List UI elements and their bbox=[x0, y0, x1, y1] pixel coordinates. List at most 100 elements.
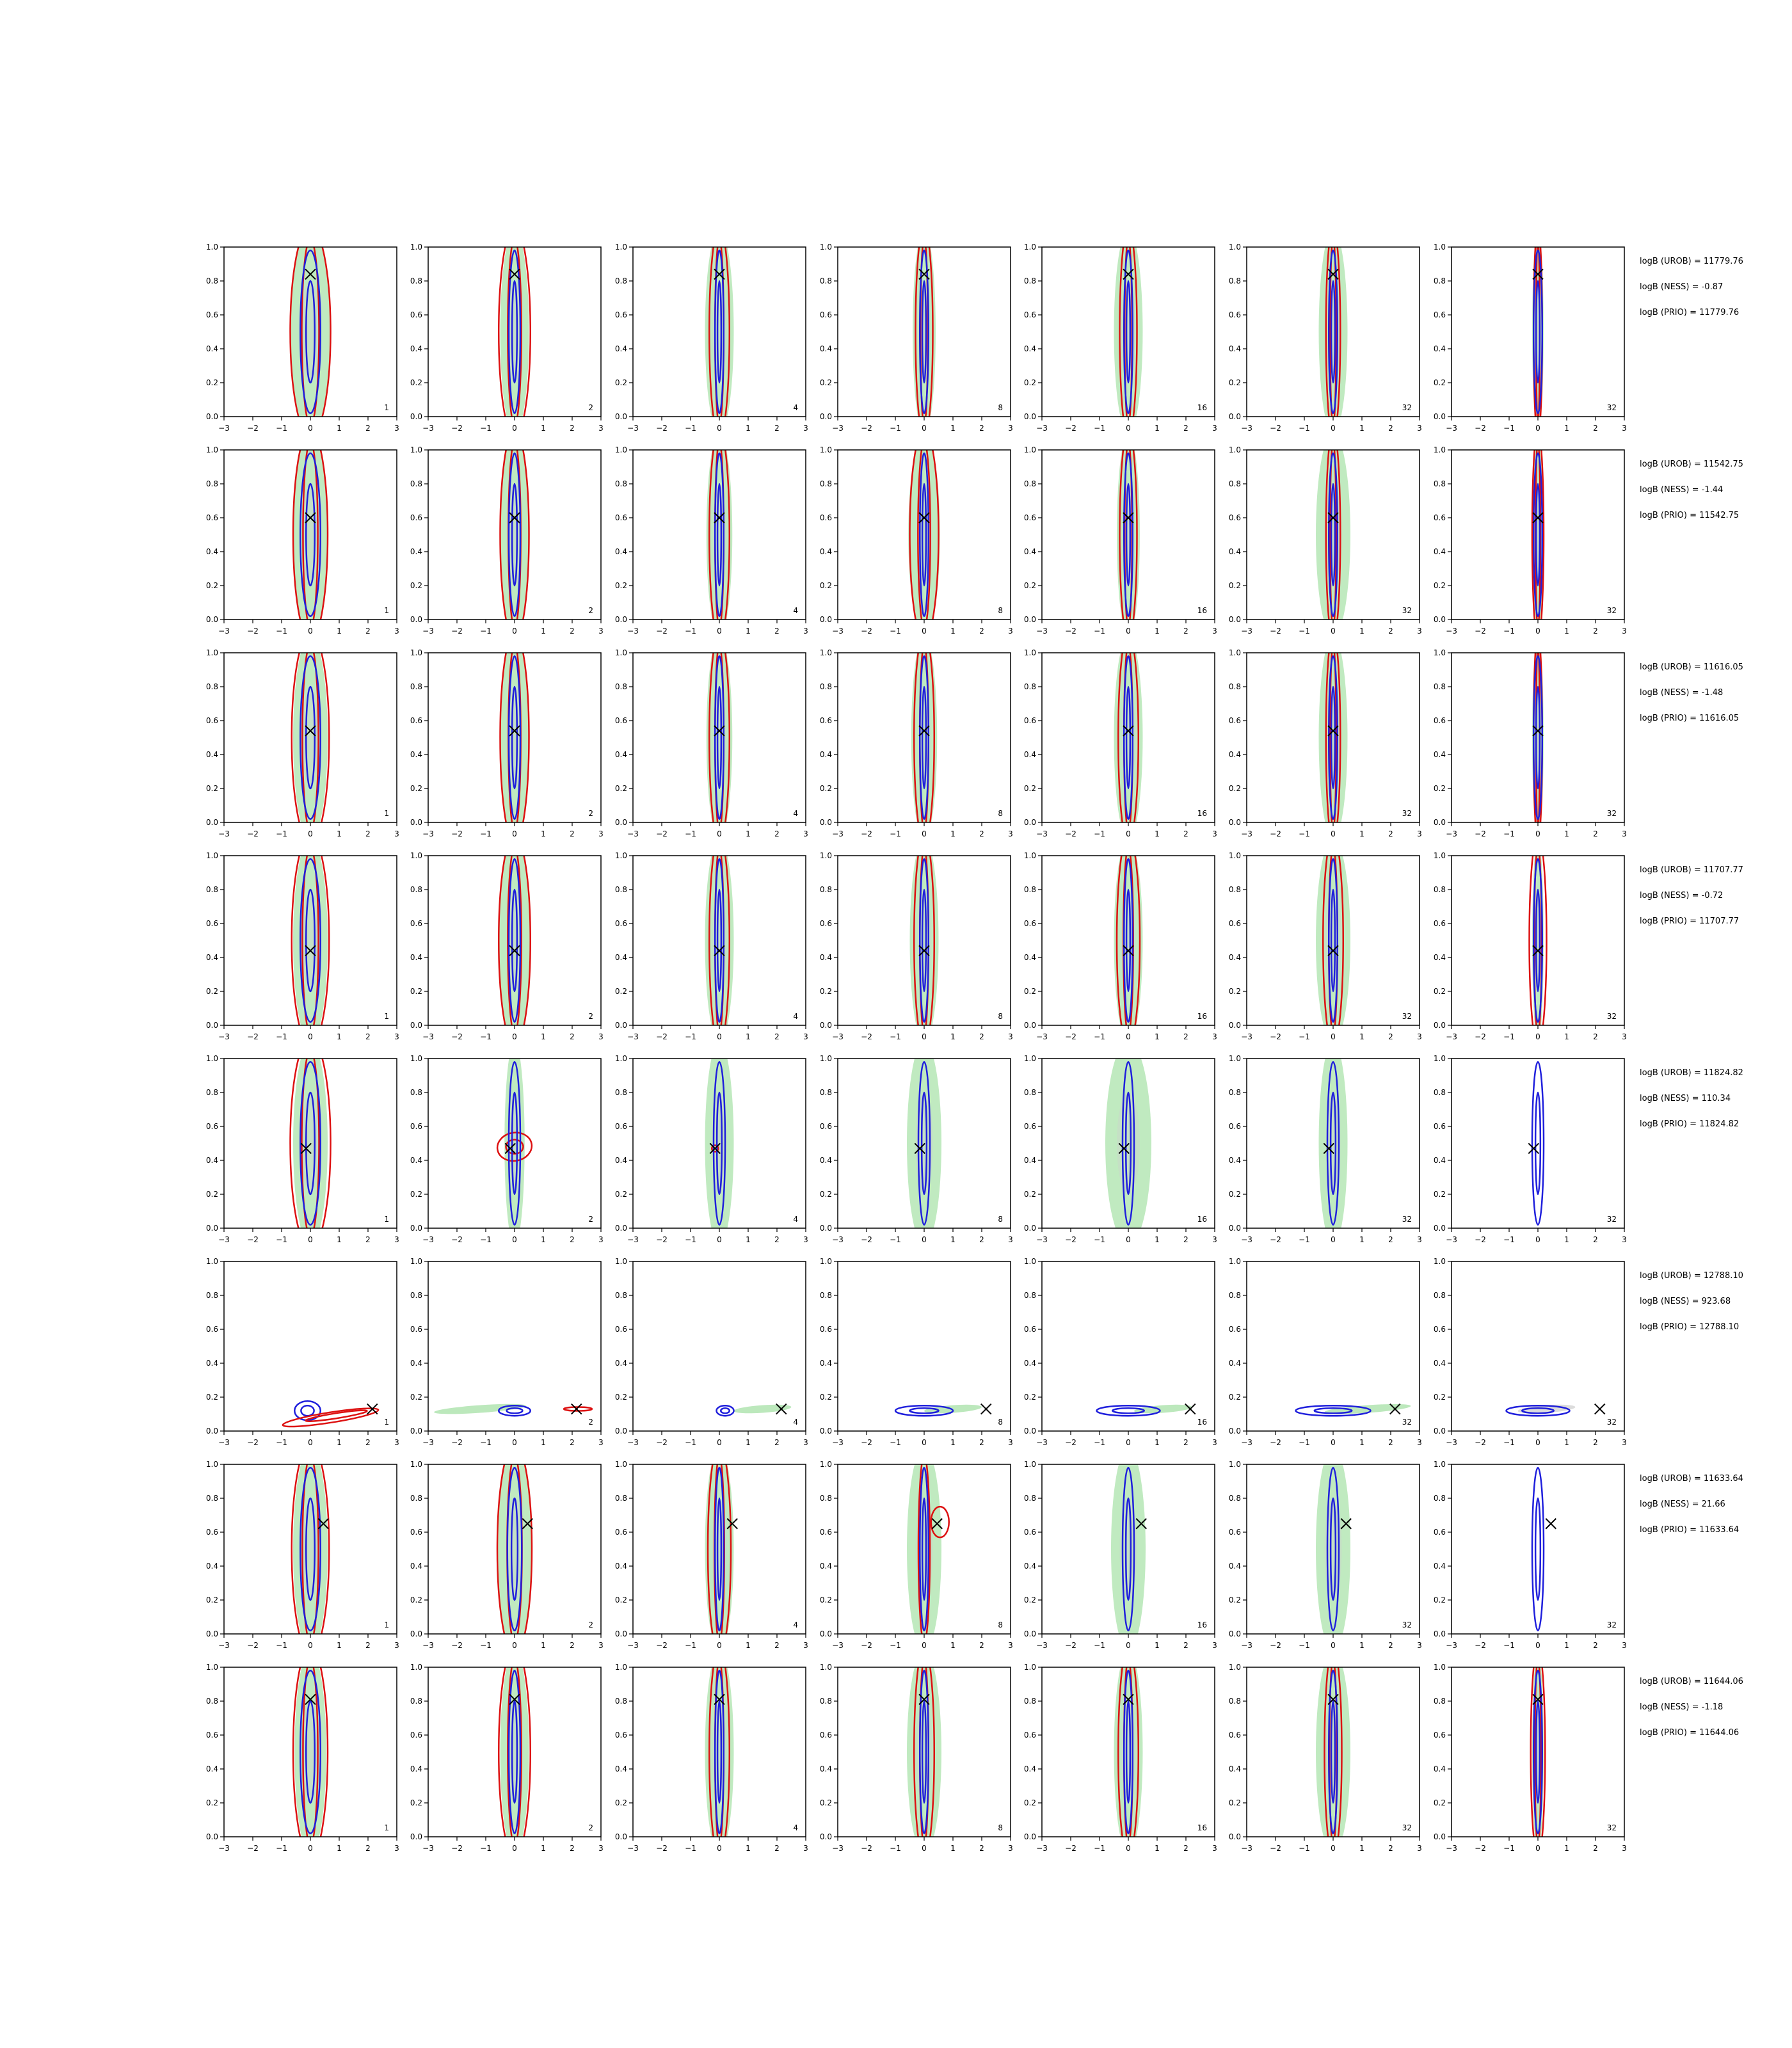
x-tick-label: 2 bbox=[365, 1641, 371, 1650]
x-tick-label: 3 bbox=[803, 1438, 808, 1447]
subplot-r5-c3: −3 −2 −1 0 1 2 3 0.0 0.2 0.4 0.6 0.8 1.0 4 bbox=[615, 1054, 808, 1244]
x-tick-label: 0 bbox=[1331, 1032, 1336, 1041]
plot-area bbox=[499, 450, 530, 620]
y-tick-label: 1.0 bbox=[1024, 445, 1036, 454]
y-tick-label: 0.2 bbox=[1229, 987, 1241, 996]
y-tick-label: 0.4 bbox=[206, 953, 218, 962]
y-tick-label: 0.6 bbox=[1434, 1528, 1446, 1537]
x-tick-label: −3 bbox=[218, 424, 230, 433]
blue-contour-inner bbox=[511, 483, 518, 587]
y-tick-label: 0.8 bbox=[615, 1697, 627, 1706]
x-tick-label: −3 bbox=[422, 1844, 434, 1853]
y-tick-label: 0.6 bbox=[1024, 716, 1036, 725]
x-tick-label: −1 bbox=[1299, 1438, 1310, 1447]
subplot-r3-c4: −3 −2 −1 0 1 2 3 0.0 0.2 0.4 0.6 0.8 1.0 8 bbox=[820, 648, 1013, 838]
x-tick-label: 1 bbox=[746, 424, 751, 433]
x-tick-label: 2 bbox=[1388, 1032, 1393, 1041]
truth-marker bbox=[714, 1693, 725, 1706]
plot-area bbox=[282, 1400, 380, 1428]
x-tick-label: 3 bbox=[1008, 1032, 1013, 1041]
x-tick-label: −3 bbox=[1241, 1844, 1252, 1853]
subplot-r4-c3: −3 −2 −1 0 1 2 3 0.0 0.2 0.4 0.6 0.8 1.0 4 bbox=[615, 851, 808, 1041]
y-tick-label: 0.2 bbox=[1434, 784, 1446, 793]
y-tick-label: 0.6 bbox=[1434, 919, 1446, 928]
y-tick-label: 0.4 bbox=[1434, 1156, 1446, 1165]
y-tick-label: 0.6 bbox=[820, 1122, 832, 1131]
x-tick-label: −2 bbox=[861, 1032, 872, 1041]
blue-contour-inner bbox=[1534, 1497, 1542, 1601]
y-tick-label: 0.4 bbox=[410, 1764, 422, 1773]
x-tick-label: −2 bbox=[451, 1844, 463, 1853]
red-contour-outer bbox=[1116, 856, 1141, 1025]
truth-marker bbox=[305, 1693, 316, 1706]
y-tick-label: 0.8 bbox=[1229, 276, 1241, 285]
logB-annotation: logB (PRIO) = 11542.75 bbox=[1640, 511, 1739, 520]
x-tick-label: −1 bbox=[1503, 424, 1515, 433]
blue-contour-outer bbox=[508, 858, 522, 1023]
y-tick-label: 1.0 bbox=[1024, 851, 1036, 860]
x-tick-label: 2 bbox=[1183, 1235, 1188, 1244]
y-tick-label: 0.2 bbox=[1229, 1798, 1241, 1807]
x-tick-label: 1 bbox=[1564, 1438, 1569, 1447]
y-tick-label: 0.8 bbox=[1024, 885, 1036, 894]
y-tick-label: 0.6 bbox=[1434, 1325, 1446, 1334]
x-tick-label: 0 bbox=[1331, 627, 1336, 636]
red-contour-inner bbox=[301, 856, 319, 1025]
y-tick-label: 0.8 bbox=[410, 682, 422, 691]
x-tick-label: −2 bbox=[1065, 1438, 1076, 1447]
subplot-label: 4 bbox=[793, 606, 798, 615]
y-tick-label: 0.4 bbox=[410, 750, 422, 759]
y-tick-label: 0.2 bbox=[1024, 378, 1036, 387]
red-contour-outer bbox=[289, 1059, 332, 1228]
x-tick-label: −1 bbox=[480, 1844, 492, 1853]
y-tick-label: 0.0 bbox=[615, 1021, 627, 1030]
y-tick-label: 0.0 bbox=[1024, 1427, 1036, 1436]
blue-contour-inner bbox=[1330, 280, 1336, 384]
subplot-r8-c6: −3 −2 −1 0 1 2 3 0.0 0.2 0.4 0.6 0.8 1.0 32 bbox=[1229, 1663, 1422, 1853]
x-tick-label: 0 bbox=[1126, 1235, 1131, 1244]
red-contour-outer bbox=[1325, 450, 1341, 620]
truth-marker bbox=[714, 268, 725, 280]
subplot-r8-c5: −3 −2 −1 0 1 2 3 0.0 0.2 0.4 0.6 0.8 1.0 16 bbox=[1024, 1663, 1217, 1853]
y-tick-label: 0.6 bbox=[820, 919, 832, 928]
logB-annotation: logB (NESS) = 110.34 bbox=[1640, 1094, 1731, 1103]
x-tick-label: 1 bbox=[541, 1235, 546, 1244]
truth-marker bbox=[1389, 1403, 1401, 1415]
blue-contour-inner bbox=[511, 685, 518, 790]
red-contour-inner bbox=[1533, 1667, 1542, 1837]
x-tick-label: −2 bbox=[861, 627, 872, 636]
truth-marker bbox=[1123, 1693, 1134, 1706]
x-tick-label: −2 bbox=[247, 1235, 259, 1244]
truth-marker bbox=[300, 1142, 312, 1155]
plot-area bbox=[292, 1667, 329, 1837]
x-tick-label: −2 bbox=[451, 424, 463, 433]
y-tick-label: 0.6 bbox=[1229, 1528, 1241, 1537]
x-tick-label: −1 bbox=[685, 627, 696, 636]
y-tick-label: 1.0 bbox=[615, 445, 627, 454]
x-tick-label: 1 bbox=[1155, 1032, 1160, 1041]
x-tick-label: 3 bbox=[1212, 1235, 1217, 1244]
y-tick-label: 1.0 bbox=[1024, 243, 1036, 252]
x-tick-label: 2 bbox=[1593, 1032, 1598, 1041]
subplot-label: 32 bbox=[1607, 1620, 1617, 1629]
plot-area bbox=[1531, 1061, 1545, 1226]
blue-contour-inner bbox=[1535, 685, 1541, 790]
x-tick-label: −3 bbox=[1446, 1438, 1457, 1447]
subplot-label: 8 bbox=[998, 1418, 1003, 1427]
red-contour-outer bbox=[1119, 450, 1138, 620]
x-tick-label: −3 bbox=[218, 1235, 230, 1244]
y-tick-label: 0.2 bbox=[1434, 378, 1446, 387]
x-tick-label: −2 bbox=[656, 1438, 668, 1447]
x-tick-label: −3 bbox=[627, 1032, 639, 1041]
subplot-r6-c3: −3 −2 −1 0 1 2 3 0.0 0.2 0.4 0.6 0.8 1.0 4 bbox=[615, 1257, 808, 1447]
x-tick-label: −3 bbox=[627, 424, 639, 433]
y-tick-label: 0.8 bbox=[410, 1291, 422, 1300]
x-tick-label: 2 bbox=[1183, 1844, 1188, 1853]
truth-marker bbox=[1594, 1403, 1606, 1415]
x-tick-label: −3 bbox=[832, 1641, 844, 1650]
subplot-label: 32 bbox=[1607, 1012, 1617, 1021]
y-tick-label: 0.2 bbox=[206, 1190, 218, 1199]
x-tick-label: 3 bbox=[1622, 627, 1627, 636]
y-tick-label: 0.8 bbox=[615, 1494, 627, 1503]
truth-marker bbox=[509, 1693, 520, 1706]
